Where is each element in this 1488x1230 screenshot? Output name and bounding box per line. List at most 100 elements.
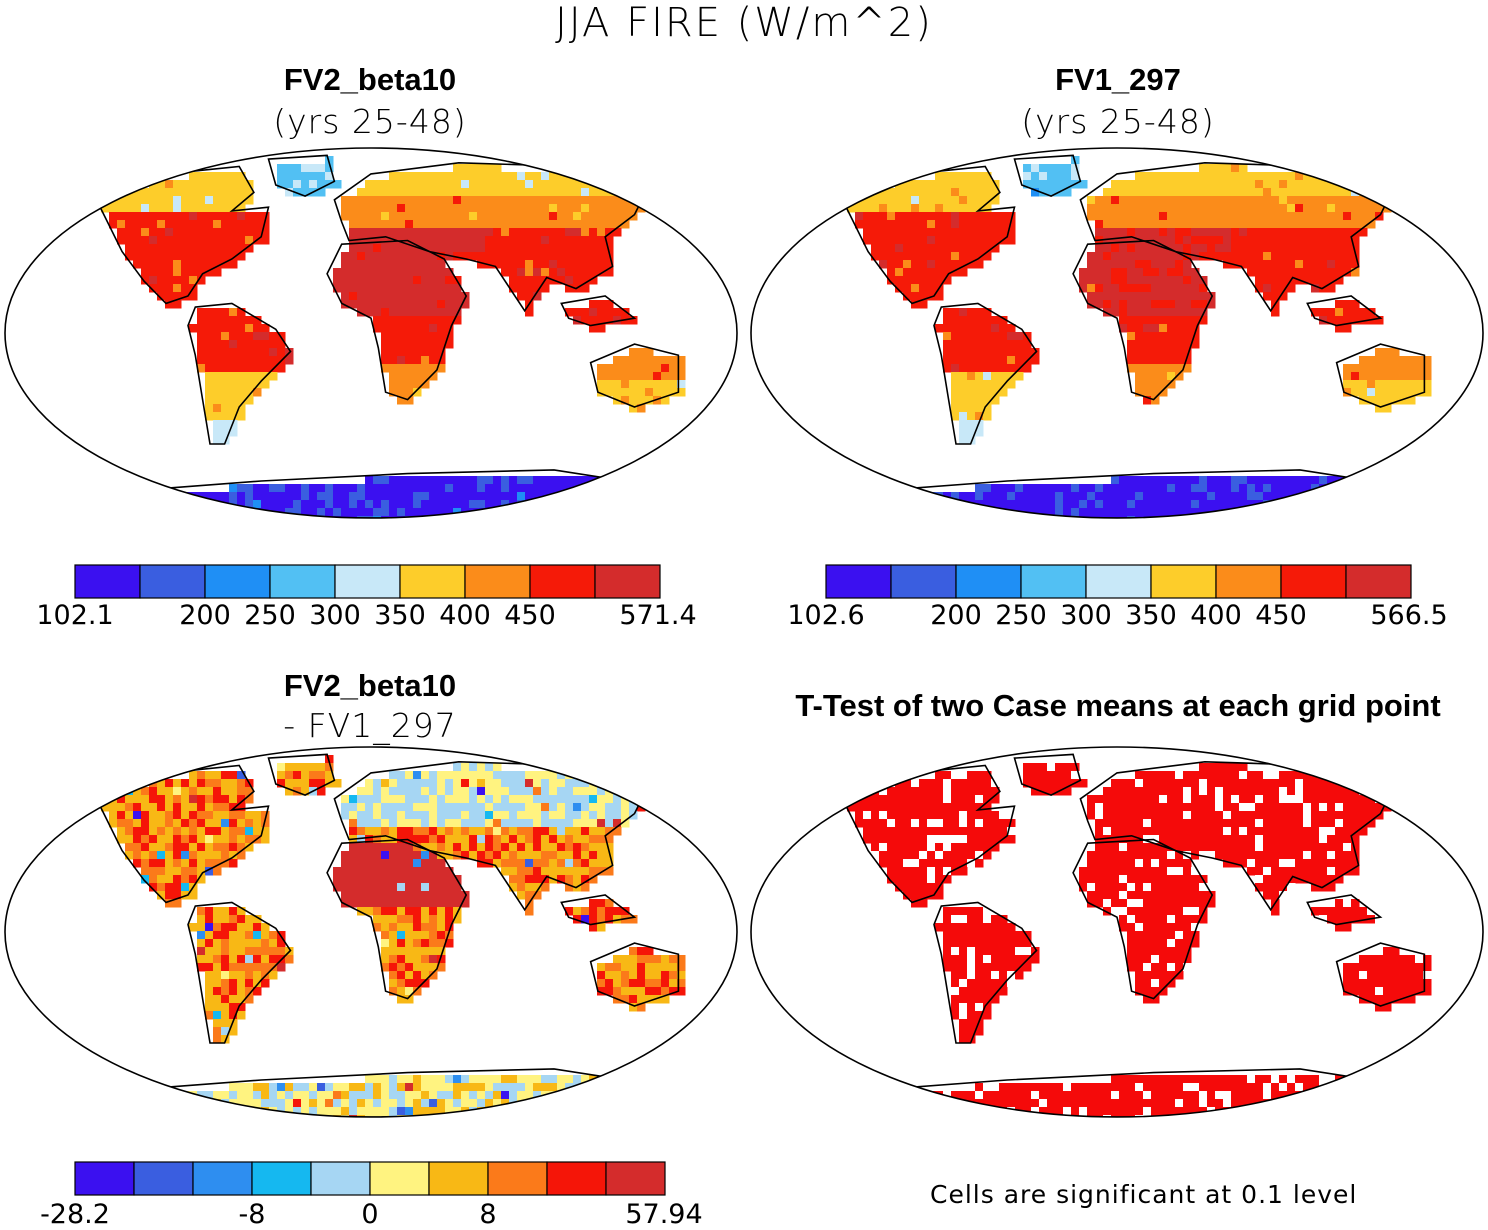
grid-cell (309, 484, 318, 493)
grid-cell (429, 1075, 438, 1084)
grid-cell (1071, 508, 1080, 517)
grid-cell (951, 308, 960, 317)
grid-cell (951, 404, 960, 413)
grid-cell (999, 340, 1008, 349)
grid-cell (669, 971, 678, 980)
grid-cell (397, 356, 406, 365)
grid-cell (213, 388, 222, 397)
grid-cell (1263, 220, 1272, 229)
grid-cell (1327, 803, 1336, 812)
grid-cell (975, 827, 984, 836)
grid-cell (445, 907, 454, 916)
grid-cell (373, 188, 382, 197)
grid-cell (1135, 252, 1144, 261)
grid-cell (493, 1115, 502, 1117)
grid-cell (557, 476, 566, 485)
grid-cell (1151, 204, 1160, 213)
grid-cell (1335, 172, 1344, 181)
grid-cell (149, 835, 158, 844)
grid-cell (413, 811, 422, 820)
grid-cell (237, 236, 246, 245)
grid-cell (967, 188, 976, 197)
grid-cell (237, 396, 246, 405)
grid-cell (397, 939, 406, 948)
grid-cell (597, 316, 606, 325)
grid-cell (1367, 308, 1376, 317)
grid-cell (1167, 348, 1176, 357)
grid-cell (181, 252, 190, 261)
grid-cell (1135, 180, 1144, 189)
grid-cell (253, 492, 262, 501)
grid-cell (501, 1075, 510, 1084)
grid-cell (983, 188, 992, 197)
grid-cell (173, 244, 182, 253)
grid-cell (485, 196, 494, 205)
grid-cell (943, 204, 952, 213)
grid-cell (493, 1099, 502, 1108)
grid-cell (525, 292, 534, 301)
grid-cell (397, 803, 406, 812)
grid-cell (517, 803, 526, 812)
grid-cell (381, 923, 390, 932)
grid-cell (437, 196, 446, 205)
grid-cell (501, 803, 510, 812)
grid-cell (1247, 244, 1256, 253)
grid-cell (637, 1003, 646, 1012)
grid-cell (1279, 292, 1288, 301)
grid-cell (661, 955, 670, 964)
grid-cell (1159, 172, 1168, 181)
grid-cell (133, 1099, 142, 1108)
grid-cell (863, 204, 872, 213)
grid-cell (269, 955, 278, 964)
grid-cell (293, 180, 302, 189)
grid-cell (437, 180, 446, 189)
grid-cell (173, 260, 182, 269)
grid-cell (1175, 196, 1184, 205)
grid-cell (959, 260, 968, 269)
grid-cell (405, 332, 414, 341)
grid-cell (613, 212, 622, 221)
grid-cell (469, 763, 478, 772)
grid-cell (1103, 236, 1112, 245)
grid-cell (1423, 388, 1432, 397)
grid-cell (197, 516, 206, 518)
grid-cell (429, 819, 438, 828)
grid-cell (221, 180, 230, 189)
grid-cell (983, 388, 992, 397)
grid-cell (887, 508, 896, 517)
grid-cell (927, 212, 936, 221)
grid-cell (927, 787, 936, 796)
grid-cell (189, 803, 198, 812)
grid-cell (895, 284, 904, 293)
grid-cell (205, 252, 214, 261)
grid-cell (181, 284, 190, 293)
grid-cell (1279, 827, 1288, 836)
grid-cell (269, 931, 278, 940)
grid-cell (517, 859, 526, 868)
grid-cell (493, 859, 502, 868)
grid-cell (469, 795, 478, 804)
grid-cell (205, 260, 214, 269)
grid-cell (133, 252, 142, 261)
grid-cell (373, 907, 382, 916)
grid-cell (1247, 180, 1256, 189)
grid-cell (1303, 252, 1312, 261)
grid-cell (581, 875, 590, 884)
grid-cell (213, 1107, 222, 1116)
grid-cell (333, 875, 342, 884)
grid-cell (421, 348, 430, 357)
grid-cell (469, 1083, 478, 1092)
grid-cell (485, 1091, 494, 1100)
grid-cell (509, 484, 518, 493)
grid-cell (477, 843, 486, 852)
grid-cell (389, 380, 398, 389)
grid-cell (597, 787, 606, 796)
grid-cell (1167, 324, 1176, 333)
grid-cell (421, 827, 430, 836)
grid-cell (1255, 803, 1264, 812)
grid-cell (477, 859, 486, 868)
grid-cell (221, 380, 230, 389)
grid-cell (485, 1083, 494, 1092)
grid-cell (237, 388, 246, 397)
grid-cell (565, 803, 574, 812)
